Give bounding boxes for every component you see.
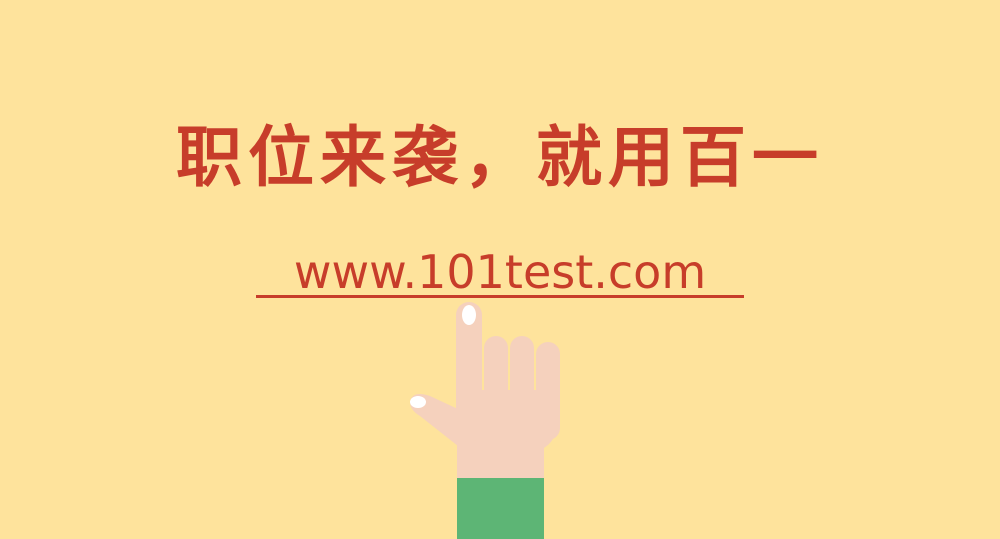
- url-underline: [256, 295, 744, 298]
- ring-finger: [510, 336, 534, 442]
- url-link-container: www.101test.com: [0, 242, 1000, 302]
- pointing-hand-icon: [410, 302, 560, 539]
- sleeve: [457, 475, 544, 539]
- url-link[interactable]: www.101test.com: [293, 245, 707, 299]
- middle-finger: [484, 336, 508, 442]
- thumb: [410, 394, 460, 446]
- index-finger: [456, 302, 482, 442]
- headline: 职位来袭，就用百一: [176, 119, 824, 196]
- index-nail: [462, 305, 476, 325]
- thumb-nail: [410, 396, 426, 408]
- palm: [457, 390, 560, 448]
- little-finger: [536, 342, 560, 440]
